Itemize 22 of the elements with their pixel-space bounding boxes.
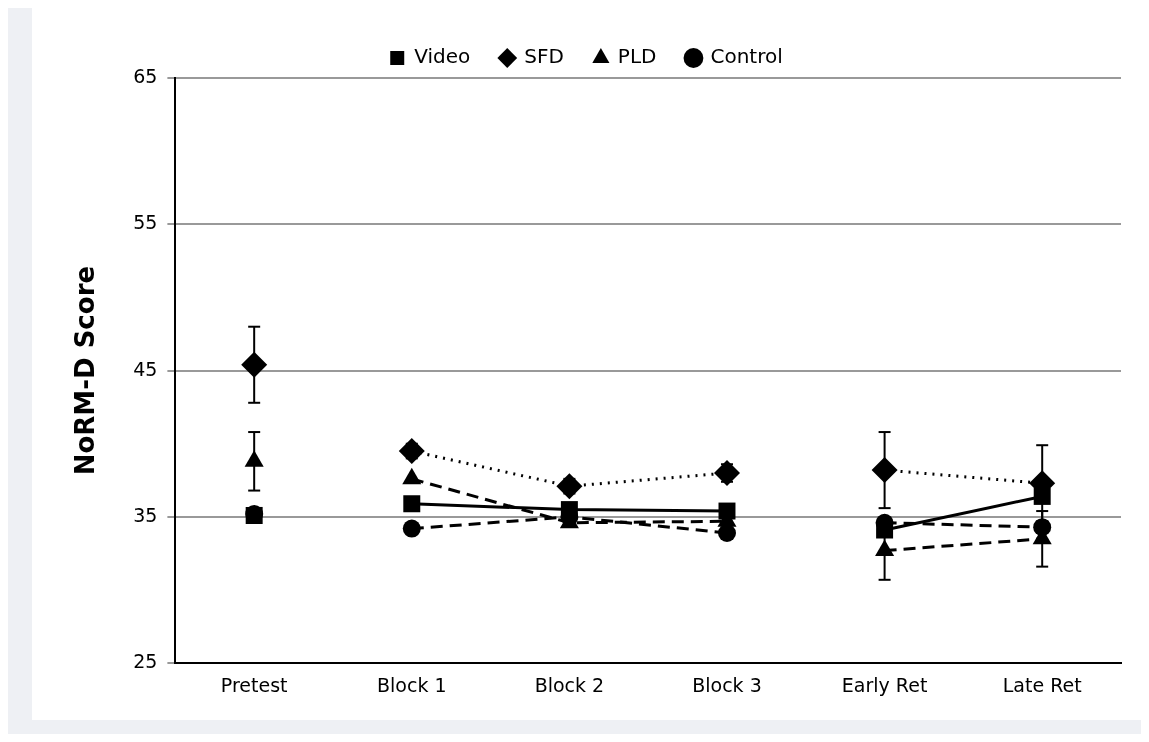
y-tick-label: 25 bbox=[133, 650, 158, 673]
point bbox=[718, 502, 736, 520]
x-tick-label: Late Ret bbox=[1002, 673, 1082, 696]
x-tick-label: Block 1 bbox=[377, 673, 447, 696]
point bbox=[1033, 487, 1051, 505]
legend-label: Control bbox=[710, 44, 783, 69]
y-axis-title: NoRM-D Score bbox=[70, 265, 101, 476]
point bbox=[403, 495, 421, 513]
y-tick-label: 55 bbox=[133, 211, 158, 234]
legend-label: PLD bbox=[617, 44, 657, 69]
y-tick-label: 45 bbox=[133, 357, 158, 380]
legend-label: Video bbox=[414, 44, 471, 69]
y-tick-label: 65 bbox=[133, 64, 158, 87]
x-tick-label: Block 3 bbox=[692, 673, 762, 696]
point bbox=[871, 457, 898, 484]
point bbox=[241, 351, 268, 378]
y-tick-label: 35 bbox=[133, 503, 158, 526]
legend-label: SFD bbox=[524, 44, 564, 69]
x-tick-label: Early Ret bbox=[841, 673, 928, 696]
x-tick-label: Pretest bbox=[220, 673, 288, 696]
x-tick-label: Block 2 bbox=[534, 673, 605, 696]
point bbox=[402, 519, 421, 538]
